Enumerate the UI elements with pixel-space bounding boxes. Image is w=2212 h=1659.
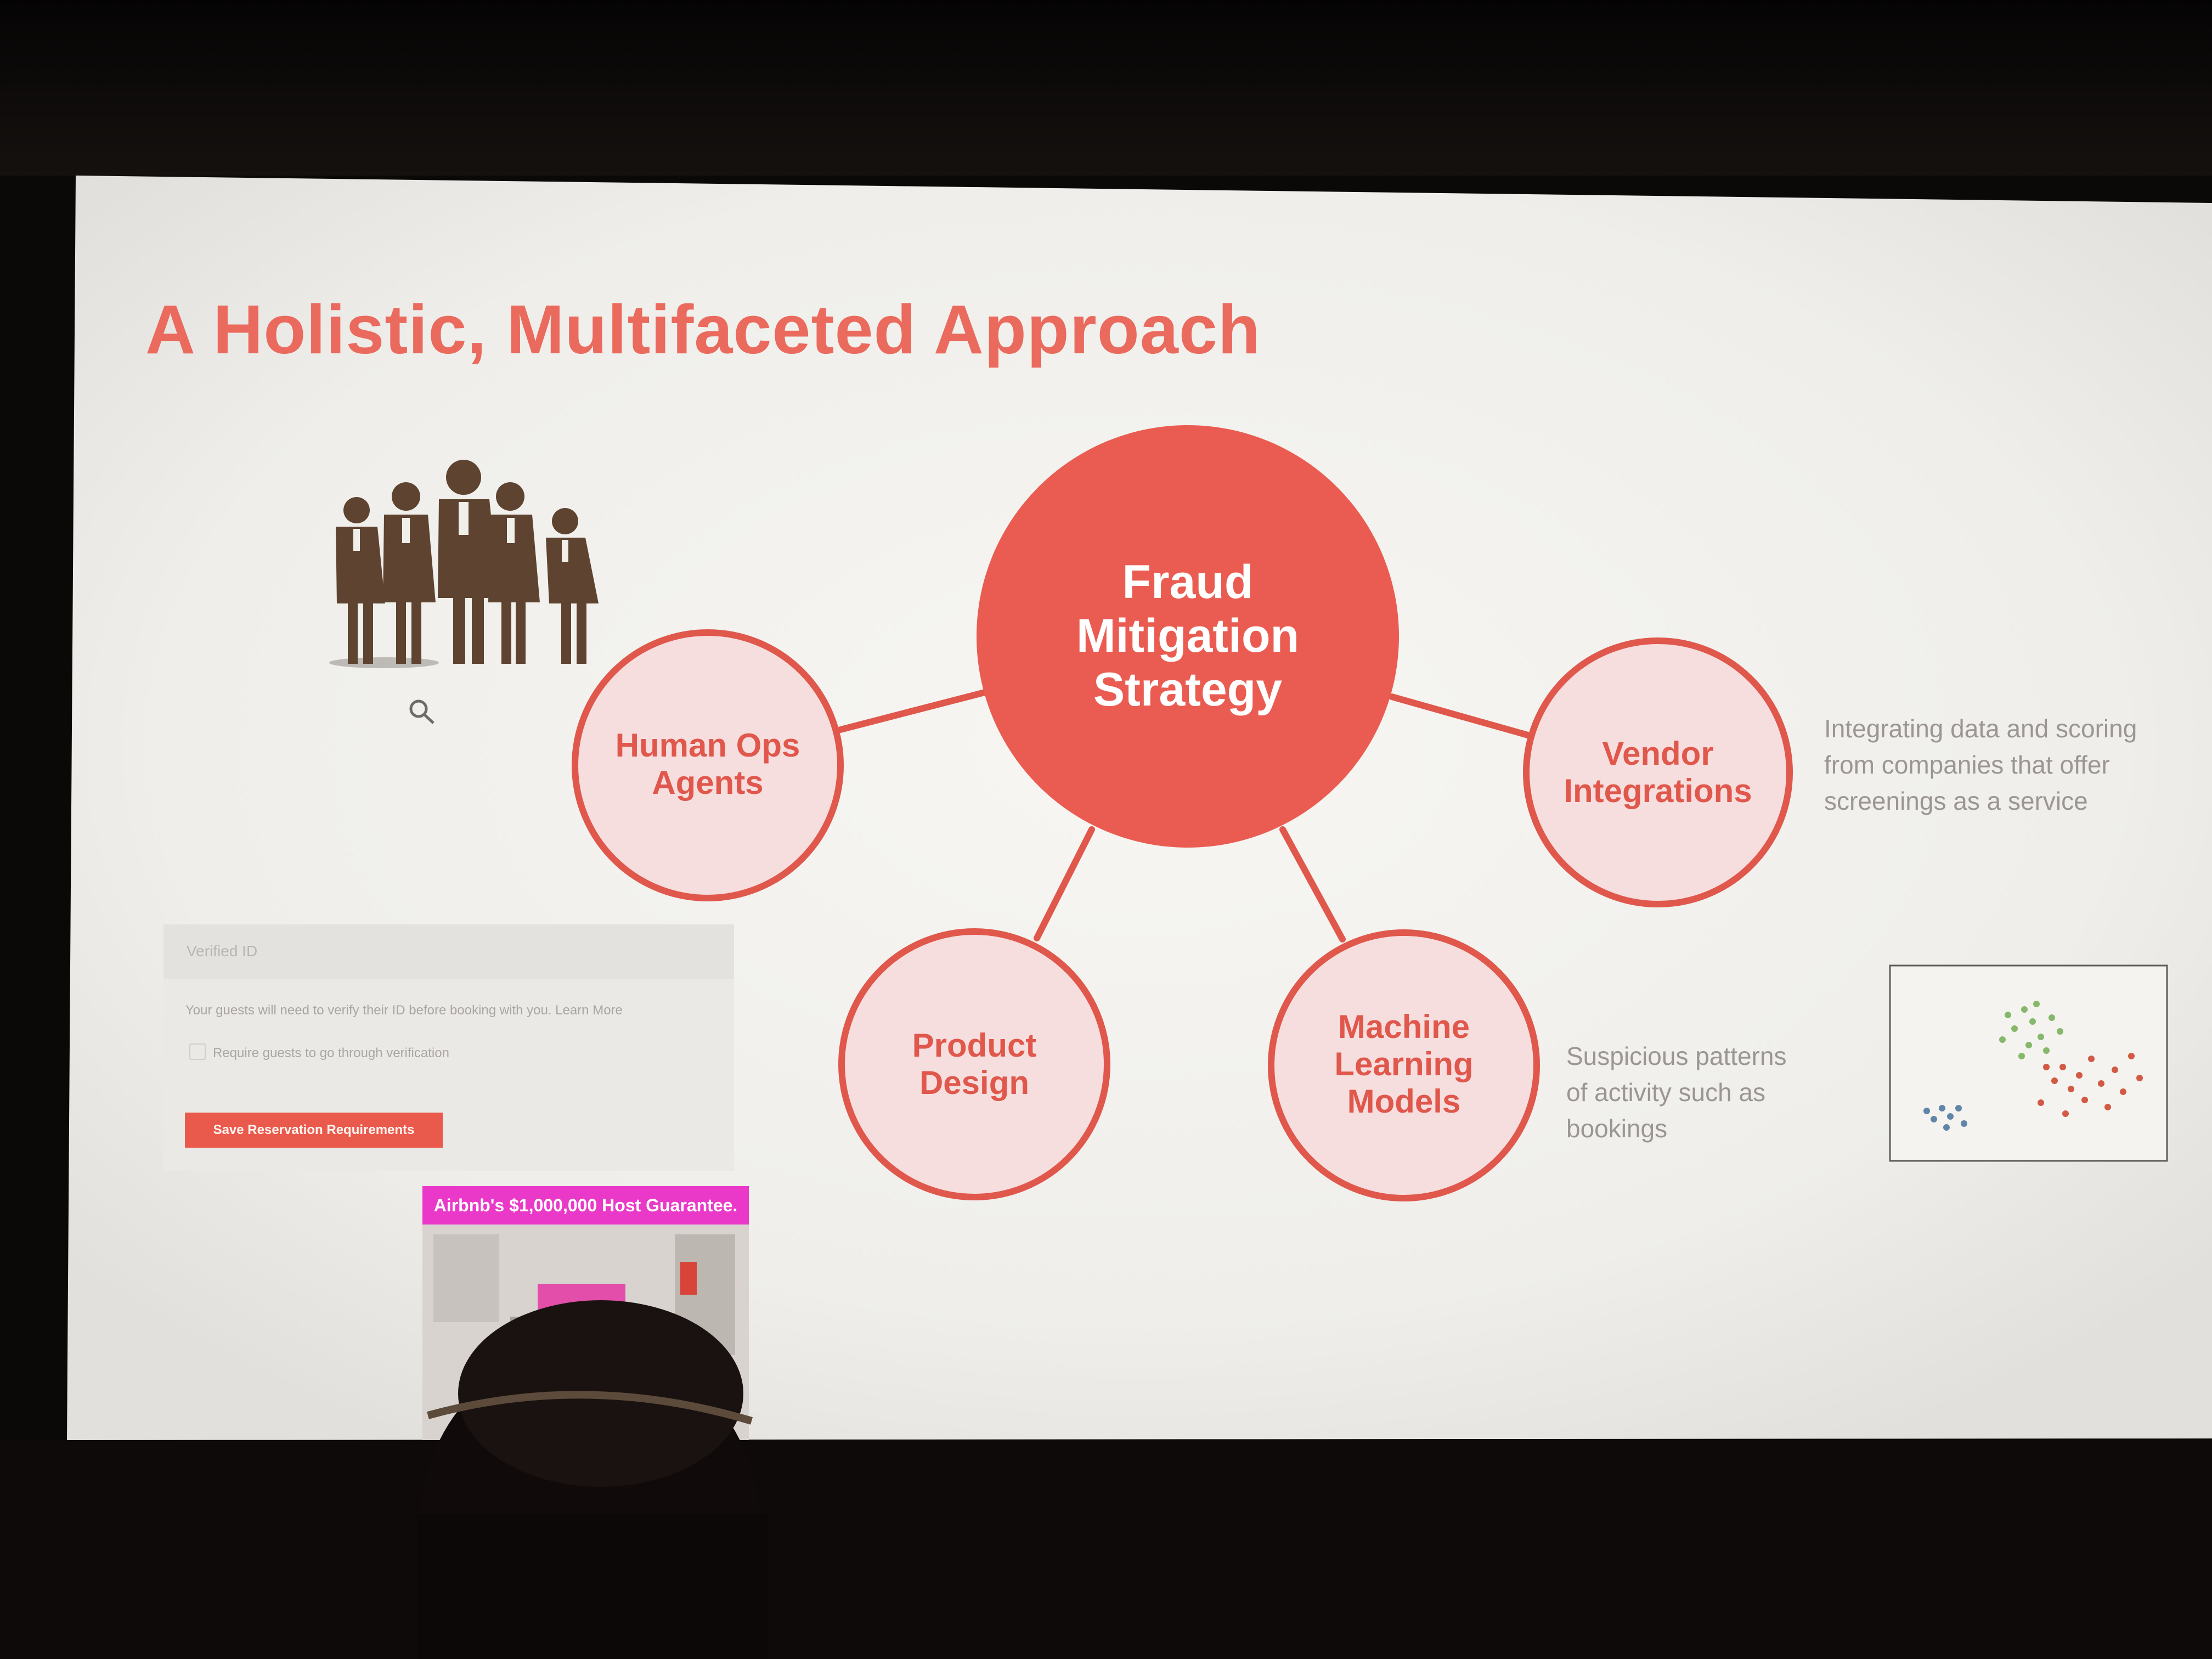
require-verification-checkbox[interactable] <box>189 1043 206 1060</box>
center-line-2: Mitigation <box>1076 610 1300 662</box>
verified-id-description: Your guests will need to verify their ID… <box>185 1003 623 1018</box>
node-human-ops-circle <box>572 629 844 901</box>
verified-id-panel-header <box>163 924 734 979</box>
center-line-1: Fraud <box>1122 556 1254 608</box>
scatter-plot-icon <box>1889 964 2168 1162</box>
machine-learning-line-1: Machine <box>1338 1008 1470 1045</box>
business-people-silhouette-icon <box>329 460 599 668</box>
connector-machine-learning <box>1279 826 1346 943</box>
audience-head <box>417 1300 768 1659</box>
machine-learning-line-2: Learning <box>1334 1046 1474 1082</box>
node-product-design-label: Product Design <box>859 1027 1090 1102</box>
node-product-design-circle <box>838 928 1110 1200</box>
connector-human-ops <box>837 689 988 733</box>
vendor-line-1: Vendor <box>1602 735 1714 772</box>
product-design-line-2: Design <box>919 1064 1030 1101</box>
center-strategy-label: Fraud Mitigation Strategy <box>1023 555 1352 716</box>
host-guarantee-banner: Airbnb's $1,000,000 Host Guarantee. <box>422 1186 749 1224</box>
room-background <box>0 0 2212 176</box>
vendor-note-line-3: screenings as a service <box>1824 787 2088 815</box>
human-ops-line-2: Agents <box>652 764 764 801</box>
human-ops-line-1: Human Ops <box>615 727 800 764</box>
connector-product-design <box>1034 826 1095 941</box>
machine-learning-line-3: Models <box>1347 1083 1461 1120</box>
ml-note-line-2: of activity such as <box>1566 1078 1766 1107</box>
ml-note-line-3: bookings <box>1566 1114 1668 1143</box>
vendor-note-line-2: from companies that offer <box>1824 751 2110 779</box>
vendor-note-line-1: Integrating data and scoring <box>1824 714 2137 743</box>
vendor-line-2: Integrations <box>1564 772 1752 809</box>
node-vendor-circle <box>1523 637 1793 907</box>
node-vendor-label: Vendor Integrations <box>1536 735 1780 810</box>
vendor-note: Integrating data and scoring from compan… <box>1824 710 2137 819</box>
require-verification-label: Require guests to go through verificatio… <box>213 1046 449 1060</box>
node-human-ops-label: Human Ops Agents <box>592 727 823 802</box>
verified-id-title: Verified ID <box>187 943 258 960</box>
connector-lines <box>837 689 1531 943</box>
save-reservation-requirements-button[interactable]: Save Reservation Requirements <box>185 1113 443 1148</box>
slide-title: A Holistic, Multifaceted Approach <box>145 291 1261 368</box>
node-machine-learning-circle <box>1268 929 1540 1201</box>
ml-note-line-1: Suspicious patterns <box>1566 1042 1787 1070</box>
stage-floor <box>0 1440 2212 1659</box>
connector-vendor <box>1389 693 1531 738</box>
center-line-3: Strategy <box>1093 663 1283 716</box>
ml-note: Suspicious patterns of activity such as … <box>1566 1038 1786 1147</box>
product-design-line-1: Product <box>912 1027 1037 1064</box>
cursor-hand-icon <box>409 699 435 724</box>
node-machine-learning-label: Machine Learning Models <box>1289 1008 1519 1120</box>
center-strategy-circle <box>977 425 1399 848</box>
